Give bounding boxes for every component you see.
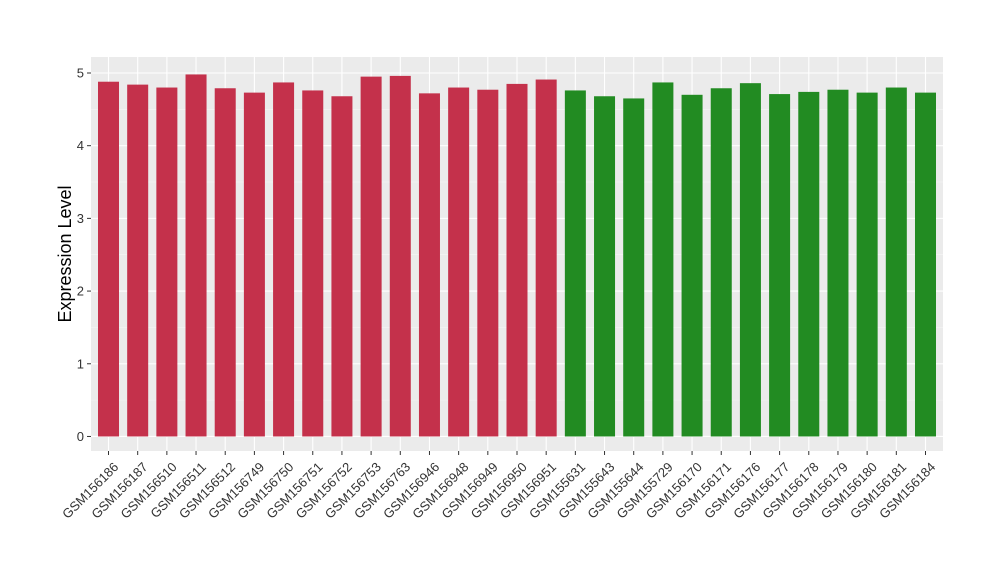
bar-GSM156178 — [798, 91, 820, 437]
bar-GSM156950 — [506, 83, 528, 437]
y-tick-label: 3 — [77, 211, 84, 226]
y-tick-label: 2 — [77, 284, 84, 299]
bar-GSM156511 — [185, 74, 207, 437]
bar-GSM156750 — [273, 82, 295, 437]
bar-GSM156179 — [827, 89, 849, 437]
bar-GSM156177 — [769, 94, 791, 437]
bar-GSM156948 — [448, 87, 470, 437]
y-tick-label: 5 — [77, 65, 84, 80]
x-axis: GSM156186GSM156187GSM156510GSM156511GSM1… — [59, 451, 938, 522]
bar-GSM156749 — [243, 92, 265, 437]
bar-GSM156510 — [156, 87, 178, 437]
bar-GSM156753 — [360, 76, 382, 437]
y-tick-label: 4 — [77, 138, 84, 153]
bar-GSM155644 — [623, 98, 645, 437]
bar-GSM156181 — [885, 87, 907, 437]
y-tick-label: 1 — [77, 356, 84, 371]
bar-GSM156946 — [418, 93, 440, 437]
bar-GSM156180 — [856, 92, 878, 437]
y-tick-label: 0 — [77, 429, 84, 444]
bar-GSM155631 — [564, 90, 586, 437]
bar-GSM155729 — [652, 82, 674, 437]
bar-GSM155643 — [594, 96, 616, 437]
bar-GSM156171 — [710, 88, 732, 437]
bar-GSM156187 — [127, 84, 149, 437]
bar-GSM156176 — [739, 83, 761, 437]
bar-GSM156184 — [914, 92, 936, 437]
bar-GSM156949 — [477, 89, 499, 437]
y-axis-title: Expression Level — [55, 185, 75, 322]
bar-GSM156751 — [302, 90, 324, 437]
bar-GSM156752 — [331, 96, 353, 437]
bar-GSM156512 — [214, 88, 236, 437]
y-axis: 0 1 2 3 4 5 — [77, 65, 91, 444]
bar-GSM156763 — [389, 75, 411, 437]
bars — [98, 74, 936, 437]
bar-GSM156186 — [98, 81, 120, 437]
bar-GSM156170 — [681, 94, 703, 437]
bar-GSM156951 — [535, 79, 557, 437]
